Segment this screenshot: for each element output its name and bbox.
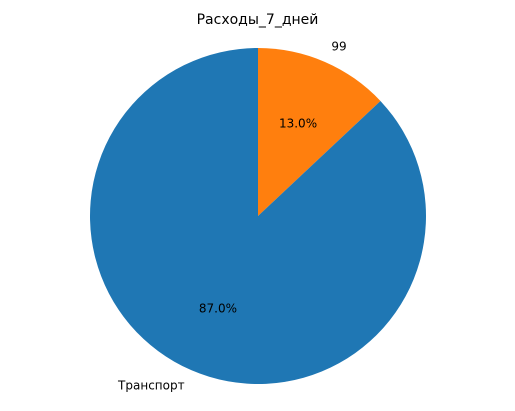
pie-slices bbox=[90, 48, 427, 384]
slice-percent-1: 87.0% bbox=[199, 302, 237, 316]
pie-labels: 99 13.0% Транспорт 87.0% bbox=[117, 39, 347, 392]
pie-slice-1 bbox=[90, 48, 427, 384]
slice-label-1: Транспорт bbox=[117, 379, 185, 393]
slice-label-0: 99 bbox=[331, 39, 346, 53]
slice-percent-0: 13.0% bbox=[279, 116, 317, 130]
pie-slice-0 bbox=[258, 48, 381, 216]
chart-title: Расходы_7_дней bbox=[197, 12, 319, 28]
